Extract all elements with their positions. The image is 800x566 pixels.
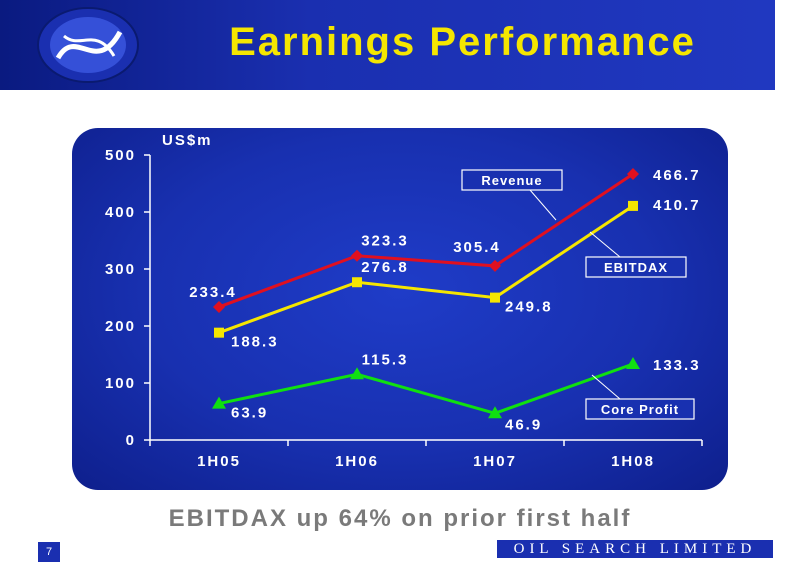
data-label: 276.8	[361, 259, 409, 276]
data-point	[214, 327, 224, 338]
company-name: OIL SEARCH LIMITED	[497, 540, 773, 558]
legend-leader-line	[529, 189, 557, 221]
y-tick-label: 200	[105, 318, 136, 335]
data-label: 305.4	[453, 239, 501, 256]
y-tick-label: 300	[105, 261, 136, 278]
legend-leader-line	[591, 374, 621, 400]
data-point	[213, 300, 225, 313]
series-line	[218, 362, 634, 415]
legend-box	[585, 398, 695, 420]
data-point	[490, 292, 500, 303]
data-point	[626, 357, 640, 370]
y-tick-label: 100	[105, 375, 136, 392]
chart-panel	[72, 128, 728, 490]
data-point	[627, 167, 639, 180]
x-tick-label: 1H05	[197, 453, 241, 470]
page-title: Earnings Performance	[229, 20, 696, 64]
data-point	[488, 406, 502, 419]
legend-label: Core Profit	[601, 402, 679, 417]
data-label: 46.9	[505, 416, 542, 433]
data-label: 249.8	[505, 299, 553, 316]
legend-label: Revenue	[481, 173, 542, 188]
data-point	[628, 200, 638, 211]
legend-box	[585, 256, 687, 278]
data-point	[212, 396, 226, 409]
legend-label: EBITDAX	[604, 260, 668, 275]
series-line	[218, 204, 634, 335]
data-label: 410.7	[653, 197, 701, 214]
y-tick-label: 500	[105, 147, 136, 164]
x-tick-label: 1H08	[611, 453, 655, 470]
data-point	[489, 259, 501, 272]
legend-leader-line	[589, 231, 621, 258]
title-banner: Earnings Performance	[0, 0, 775, 90]
series-line	[218, 172, 634, 309]
data-label: 188.3	[231, 334, 279, 351]
data-label: 233.4	[189, 284, 237, 301]
footer-caption: EBITDAX up 64% on prior first half	[168, 505, 632, 532]
data-label: 115.3	[362, 351, 409, 368]
data-point	[351, 249, 363, 262]
page-number: 7	[38, 542, 60, 562]
y-tick-label: 0	[126, 432, 136, 449]
data-label: 323.3	[361, 233, 409, 250]
y-axis-label: US$m	[162, 132, 213, 149]
data-point	[352, 277, 362, 288]
oil-search-logo-icon	[37, 7, 139, 83]
data-label: 63.9	[231, 405, 268, 422]
x-tick-label: 1H06	[335, 453, 379, 470]
data-point	[350, 367, 364, 380]
data-label: 466.7	[653, 167, 701, 184]
y-tick-label: 400	[105, 204, 136, 221]
x-tick-label: 1H07	[473, 453, 517, 470]
legend-box	[461, 169, 563, 191]
data-label: 133.3	[653, 357, 701, 374]
